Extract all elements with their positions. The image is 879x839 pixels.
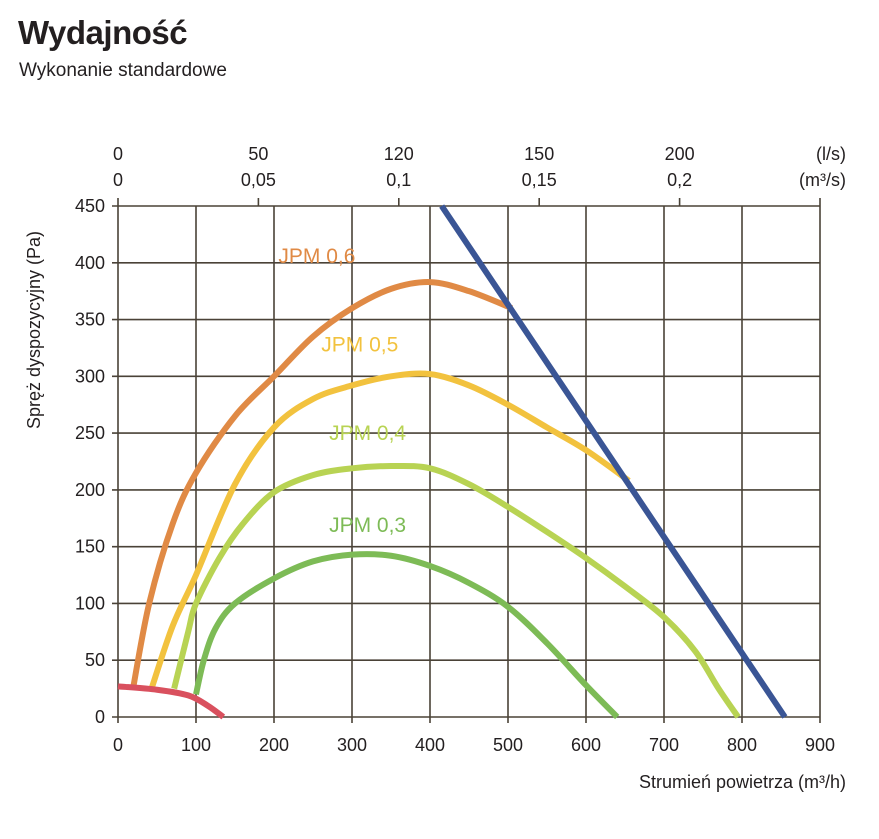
chart-subtitle: Wykonanie standardowe <box>19 60 227 81</box>
curve-jpm-0-4 <box>171 462 741 719</box>
x-tick-label: 800 <box>727 735 757 755</box>
curve-jpm-0-3 <box>193 551 620 720</box>
top-tick-label-m3s: 0 <box>113 170 123 190</box>
y-tick-label: 400 <box>75 253 105 273</box>
y-tick-label: 50 <box>85 650 105 670</box>
series-label: JPM 0,6 <box>278 245 355 268</box>
curve-jpm-0-5 <box>148 370 631 690</box>
x-tick-label: 100 <box>181 735 211 755</box>
top-tick-label-m3s: 0,1 <box>386 170 411 190</box>
top-tick-label-ls: 150 <box>524 144 554 164</box>
x-tick-label: 300 <box>337 735 367 755</box>
top-tick-label-ls: 0 <box>113 144 123 164</box>
x-tick-label: 0 <box>113 735 123 755</box>
limit-line <box>439 204 788 719</box>
series-label: JPM 0,3 <box>329 514 406 537</box>
x-tick-label: 500 <box>493 735 523 755</box>
y-tick-label: 0 <box>95 707 105 727</box>
y-tick-label: 350 <box>75 310 105 330</box>
series-group: JPM 0,6 JPM 0,5 JPM 0,4 JPM 0,3 <box>117 204 788 720</box>
series-label: JPM 0,4 <box>329 422 406 445</box>
x-axis-label: Strumień powietrza (m³/h) <box>639 772 846 792</box>
y-tick-label: 300 <box>75 366 105 386</box>
chart-title: Wydajność <box>18 14 188 51</box>
top-tick-label-m3s: 0,05 <box>241 170 276 190</box>
y-tick-label: 200 <box>75 480 105 500</box>
x-tick-label: 600 <box>571 735 601 755</box>
top-tick-label-m3s: 0,15 <box>522 170 557 190</box>
grid <box>112 198 821 723</box>
y-tick-label: 250 <box>75 423 105 443</box>
x-tick-label: 900 <box>805 735 835 755</box>
y-tick-label: 150 <box>75 537 105 557</box>
y-tick-label: 100 <box>75 593 105 613</box>
curve-jpm-0-6 <box>129 279 514 691</box>
x-tick-label: 400 <box>415 735 445 755</box>
top-tick-label-ls: 50 <box>248 144 268 164</box>
y-axis-label: Spręż dyspozycyjny (Pa) <box>24 231 44 429</box>
series-label: JPM 0,5 <box>321 333 398 356</box>
top-tick-label-ls: 200 <box>665 144 695 164</box>
top-axis-unit-m3s: (m³/s) <box>799 170 846 190</box>
top-tick-label-ls: 120 <box>384 144 414 164</box>
y-tick-label: 450 <box>75 196 105 216</box>
top-tick-label-m3s: 0,2 <box>667 170 692 190</box>
tick-labels: 0 100 200 300 400 500 600 700 800 900050100150200… <box>75 144 835 755</box>
x-tick-label: 700 <box>649 735 679 755</box>
x-tick-label: 200 <box>259 735 289 755</box>
top-axis-unit-ls: (l/s) <box>816 144 846 164</box>
system-curve <box>117 683 226 720</box>
